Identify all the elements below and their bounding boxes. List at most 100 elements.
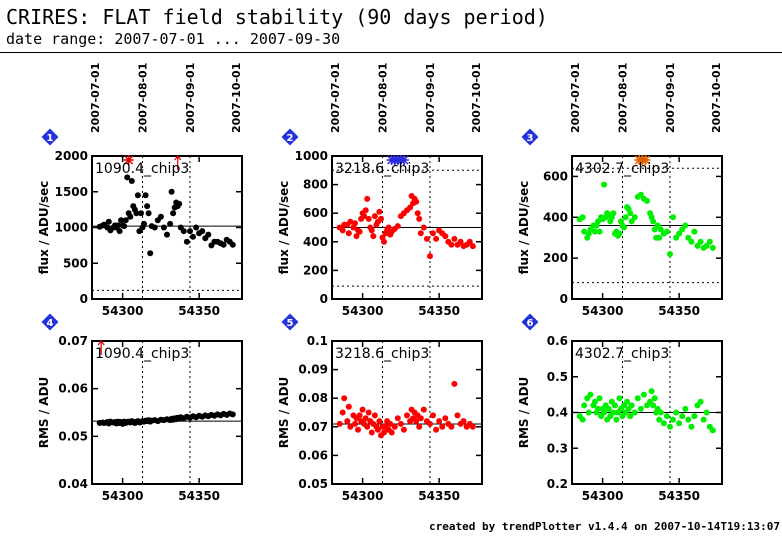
data-point (187, 228, 193, 235)
footer-credit: created by trendPlotter v1.4.4 on 2007-1… (429, 520, 780, 533)
data-point (356, 228, 363, 235)
y-tick-label: 0.04 (58, 477, 88, 491)
panel-number: 3 (527, 133, 534, 144)
data-point (457, 238, 464, 245)
data-point (134, 192, 141, 199)
series-label: 3218.6_chip3 (335, 161, 429, 177)
data-point (703, 242, 710, 249)
data-point (610, 210, 617, 217)
data-point (451, 380, 458, 387)
data-point (397, 420, 404, 427)
data-point (220, 241, 227, 248)
data-point (585, 409, 592, 416)
data-point (364, 423, 371, 430)
x-tick-label: 54350 (658, 304, 700, 318)
data-point (376, 418, 383, 425)
page-title: CRIRES: FLAT field stability (90 days pe… (6, 5, 548, 29)
panel-number-badge (281, 313, 299, 331)
data-point (596, 395, 603, 402)
data-point (151, 224, 158, 231)
data-point (592, 398, 598, 405)
data-point (370, 233, 377, 240)
data-point (121, 223, 128, 230)
data-point (336, 420, 343, 427)
data-point (413, 198, 420, 205)
data-point (417, 230, 424, 237)
data-point (404, 412, 410, 419)
data-point (466, 238, 473, 245)
date-tick-label: 2007-09-01 (664, 63, 677, 133)
panel-number: 2 (287, 133, 294, 144)
data-point (676, 230, 683, 237)
data-point (352, 420, 358, 427)
data-point (115, 222, 121, 229)
x-tick-label: 54350 (658, 489, 700, 503)
data-point (423, 235, 430, 242)
data-point (624, 398, 631, 405)
data-point (663, 228, 670, 235)
data-point (345, 230, 352, 237)
data-point (657, 409, 664, 416)
data-point (127, 213, 134, 220)
series-label: 1090.4_chip3 (95, 161, 189, 177)
data-point (610, 409, 617, 416)
data-point (387, 420, 394, 427)
y-tick-label: 0.5 (547, 370, 568, 384)
data-point (160, 224, 167, 231)
data-point (341, 395, 348, 402)
data-point (361, 213, 368, 220)
data-point (180, 228, 187, 235)
data-point (378, 215, 384, 222)
data-point (168, 188, 175, 195)
data-point (128, 178, 135, 184)
data-point (587, 391, 594, 398)
data-point (667, 423, 673, 430)
data-point (339, 227, 346, 234)
panel-number-badge (521, 128, 539, 146)
series-label: 4302.7_chip3 (575, 346, 669, 362)
data-point (627, 210, 634, 217)
data-point (352, 220, 358, 227)
data-point (682, 405, 689, 412)
data-point (430, 412, 436, 419)
data-point (356, 412, 363, 419)
data-point (448, 241, 455, 248)
x-tick-label: 54350 (178, 489, 220, 503)
title-divider (0, 52, 782, 53)
data-point (637, 191, 644, 198)
plot-frame (571, 155, 723, 300)
data-point (697, 398, 704, 405)
y-tick-label: 0.3 (547, 441, 568, 455)
x-tick-label: 54350 (418, 304, 460, 318)
data-point (679, 413, 686, 420)
data-point (190, 233, 196, 240)
y-tick-label: 1000 (295, 149, 328, 163)
data-point (371, 412, 378, 419)
data-point (663, 413, 670, 420)
data-point (451, 235, 458, 242)
data-point (339, 409, 346, 416)
y-axis-label: RMS / ADU (517, 377, 531, 449)
data-point (391, 423, 398, 430)
data-point (595, 218, 601, 225)
data-point (682, 222, 689, 229)
date-range-subtitle: date range: 2007-07-01 ... 2007-09-30 (6, 30, 341, 48)
data-point (144, 203, 151, 210)
data-point (183, 238, 190, 245)
chart-panel-6: 0.2 0.3 0.4 0.5 0.6 54300 54350 RMS / ADU 6 4302.… (517, 313, 723, 503)
data-point (374, 426, 381, 433)
date-tick-label: 2007-10-01 (470, 63, 483, 133)
chart-panel-1: 2007-07-01 2007-08-01 2007-09-01 2007-10-01… (37, 63, 243, 318)
data-point (694, 242, 701, 249)
data-point (381, 238, 387, 245)
data-point (660, 420, 667, 427)
panel-number: 6 (527, 318, 534, 329)
data-point (442, 233, 449, 240)
plot-frame (331, 340, 483, 485)
data-point (164, 231, 170, 238)
data-point (229, 241, 236, 248)
data-point (344, 418, 351, 425)
data-point (430, 230, 436, 237)
data-point (427, 420, 433, 427)
data-point (454, 412, 461, 419)
